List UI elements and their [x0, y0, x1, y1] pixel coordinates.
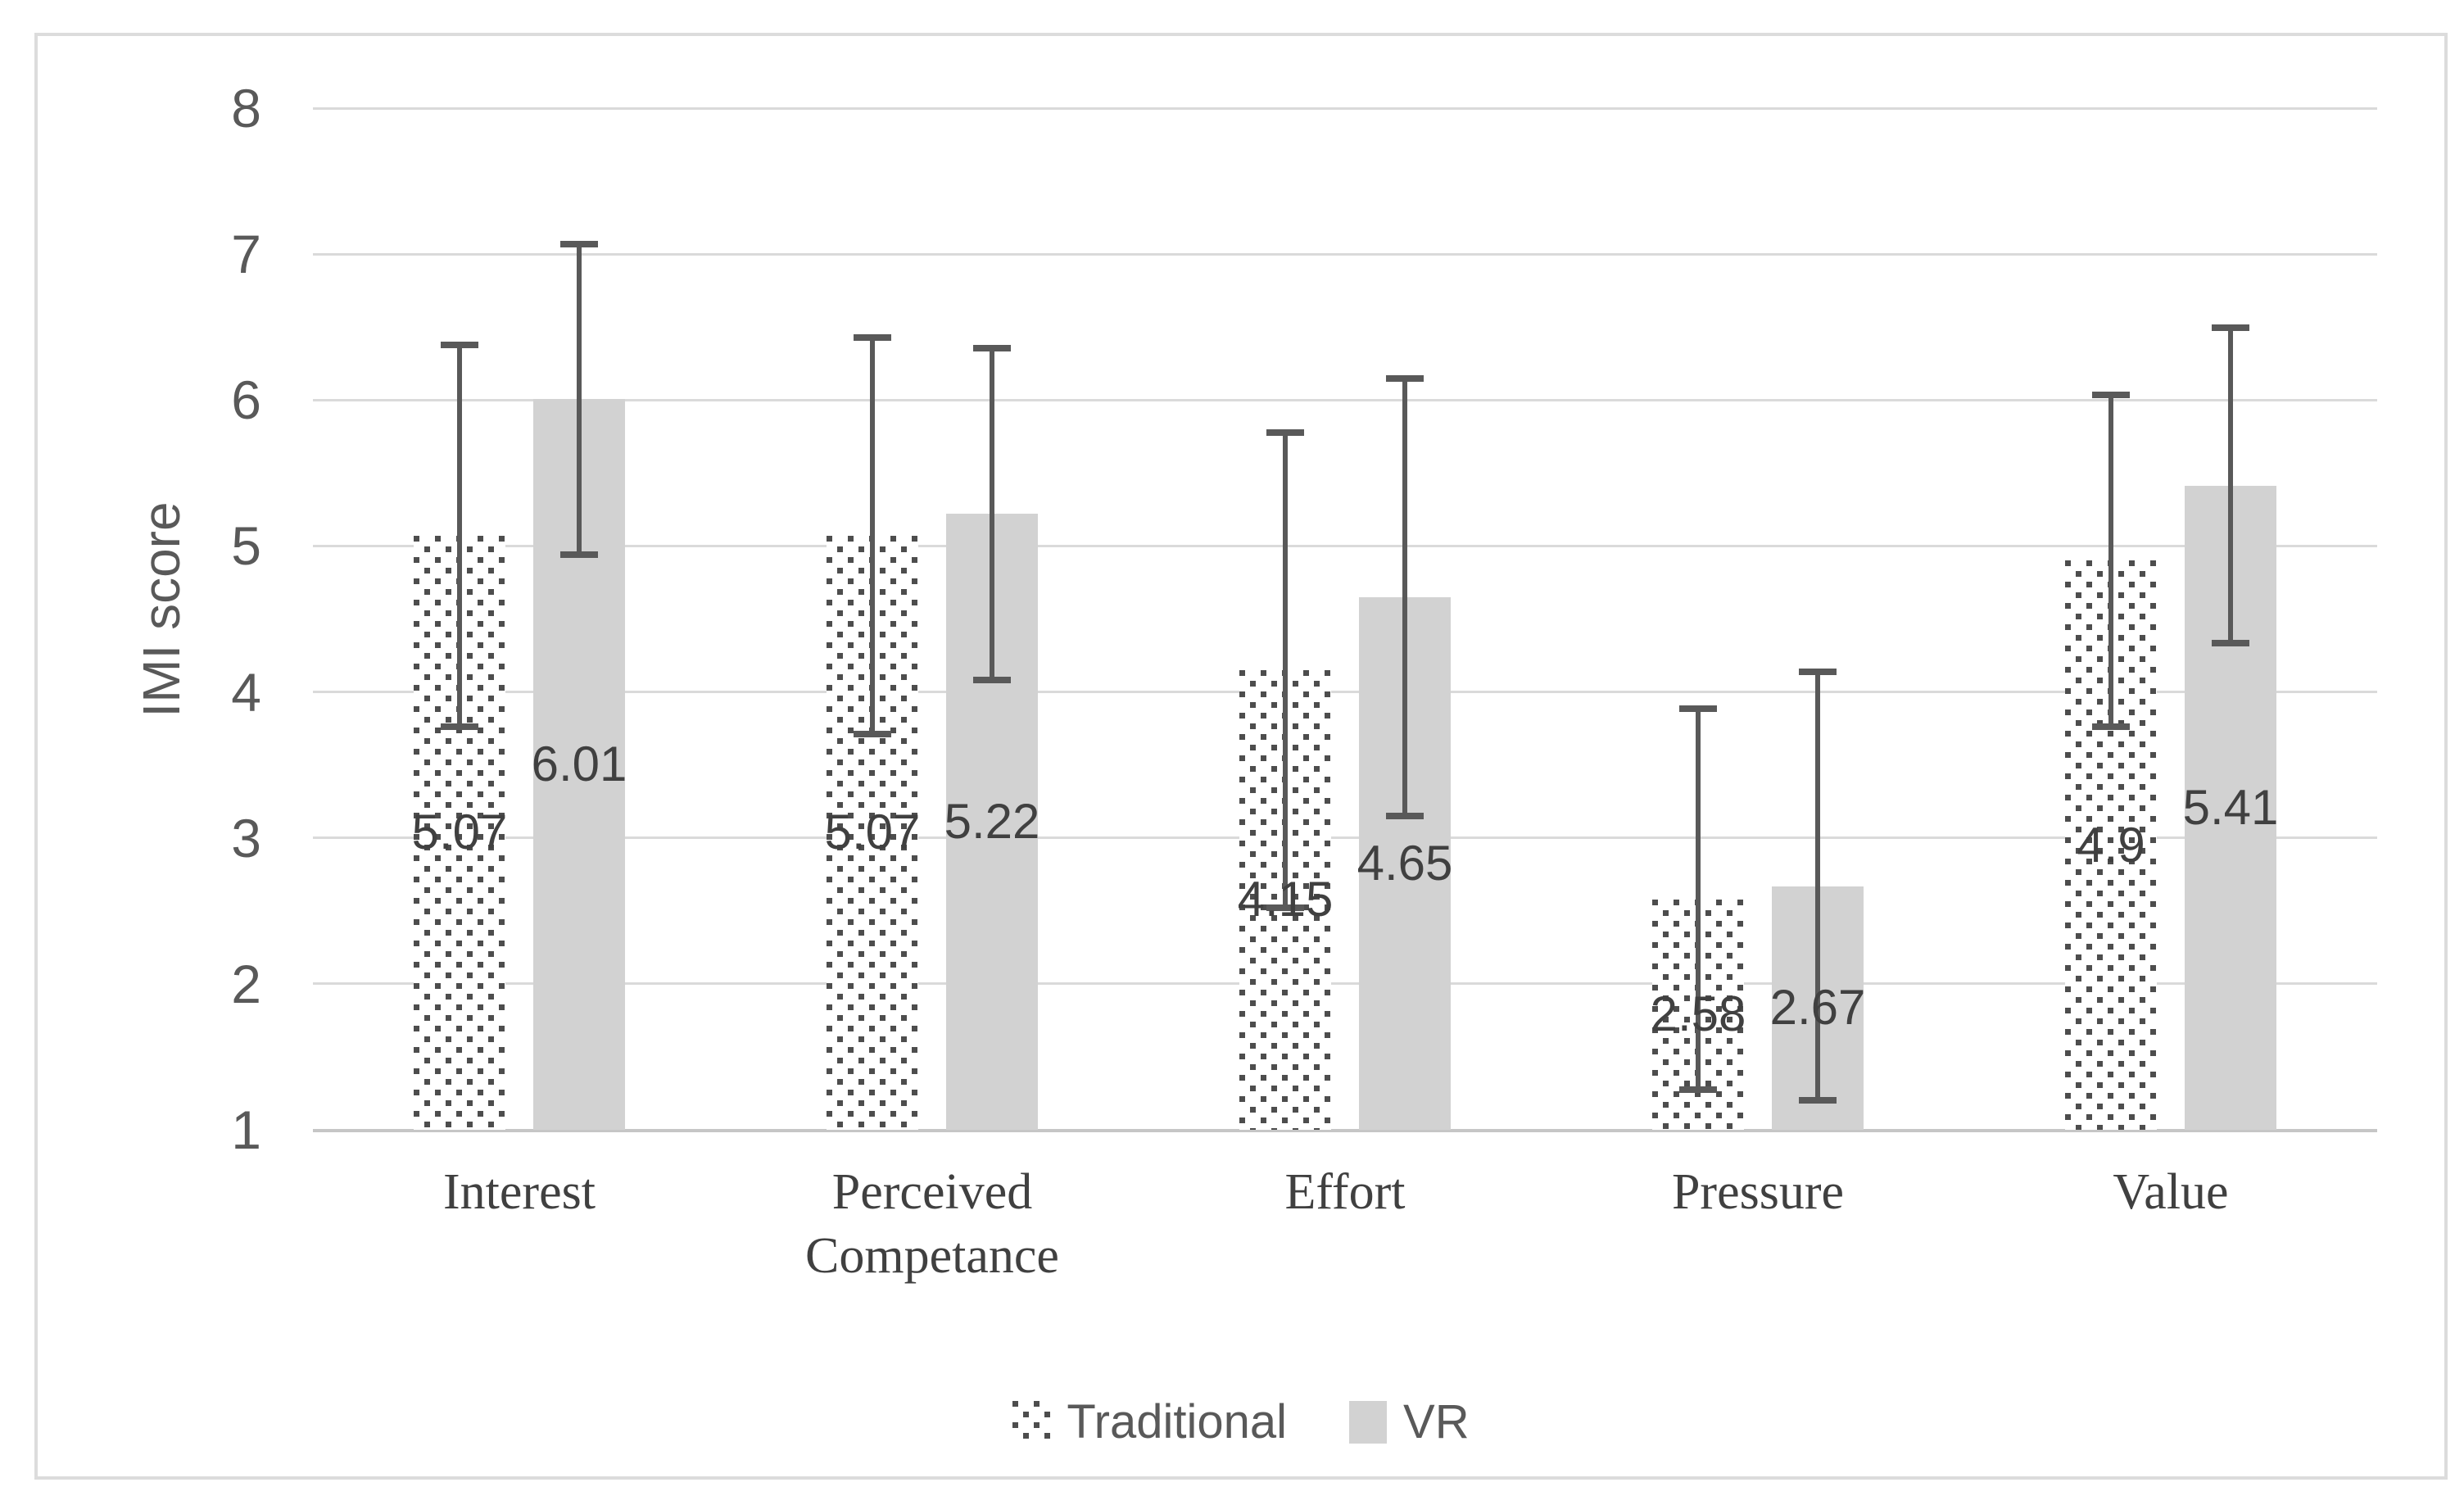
gridline-3	[313, 836, 2377, 840]
y-tick-label-1: 1	[231, 1099, 261, 1160]
stem-traditional-value	[2108, 391, 2113, 730]
gridline-8	[313, 107, 2377, 110]
cap-bottom-traditional-interest	[441, 723, 478, 730]
cap-bottom-vr-value	[2212, 640, 2249, 647]
stem-vr-perceived-competance	[990, 344, 994, 683]
gridline-7	[313, 252, 2377, 256]
gridline-5	[313, 544, 2377, 547]
error-bar-traditional-effort	[1266, 428, 1304, 911]
stem-vr-interest	[577, 241, 582, 558]
stem-vr-effort	[1402, 375, 1407, 819]
data-label-traditional-interest: 5.07	[411, 805, 508, 860]
x-axis-line	[313, 1128, 2377, 1132]
y-tick-label-3: 3	[231, 807, 261, 868]
stem-vr-value	[2228, 324, 2233, 647]
cap-bottom-traditional-pressure	[1679, 1086, 1717, 1094]
legend-item-vr[interactable]: VR	[1349, 1398, 1470, 1447]
cap-bottom-vr-pressure	[1799, 1096, 1837, 1104]
stem-traditional-interest	[457, 342, 462, 730]
y-tick-label-7: 7	[231, 224, 261, 285]
cap-bottom-vr-effort	[1386, 812, 1424, 819]
chart-frame: IMI score Traditional VR 1 2 3 4 5 6 7 8 Interes…	[34, 33, 2448, 1480]
cap-bottom-vr-interest	[560, 551, 598, 558]
error-bar-traditional-interest	[441, 342, 478, 730]
y-axis-title: IMI score	[132, 501, 191, 718]
y-tick-label-2: 2	[231, 953, 261, 1014]
stem-vr-pressure	[1815, 669, 1820, 1104]
data-label-vr-value: 5.41	[2182, 780, 2279, 836]
cap-top-traditional-interest	[441, 342, 478, 349]
legend: Traditional VR	[38, 1398, 2444, 1447]
category-label-interest: Interest	[443, 1164, 596, 1220]
data-label-traditional-value: 4.9	[2077, 817, 2145, 873]
stem-traditional-perceived-competance	[870, 334, 875, 737]
bar-traditional-perceived-competance[interactable]	[827, 535, 918, 1130]
data-label-traditional-effort: 4.15	[1237, 872, 1334, 927]
cap-top-vr-pressure	[1799, 669, 1837, 676]
cap-bottom-traditional-effort	[1266, 904, 1304, 911]
bar-traditional-value[interactable]	[2065, 560, 2157, 1130]
category-label-value: Value	[2113, 1164, 2229, 1220]
error-bar-vr-perceived-competance	[973, 344, 1011, 683]
legend-label-traditional: Traditional	[1067, 1395, 1288, 1448]
data-label-vr-pressure: 2.67	[1769, 980, 1866, 1036]
y-tick-label-5: 5	[231, 515, 261, 577]
data-label-vr-interest: 6.01	[531, 736, 627, 791]
error-bar-traditional-value	[2092, 391, 2130, 730]
category-label-effort: Effort	[1284, 1164, 1406, 1220]
cap-top-traditional-effort	[1266, 428, 1304, 436]
cap-top-vr-perceived-competance	[973, 344, 1011, 351]
cap-bottom-vr-perceived-competance	[973, 676, 1011, 683]
vr-swatch-icon	[1349, 1401, 1388, 1444]
y-tick-label-6: 6	[231, 369, 261, 431]
legend-label-vr: VR	[1403, 1395, 1470, 1448]
gridline-6	[313, 398, 2377, 401]
gridline-4	[313, 691, 2377, 694]
cap-top-traditional-value	[2092, 391, 2130, 398]
cap-top-vr-interest	[560, 241, 598, 248]
stem-traditional-pressure	[1696, 705, 1701, 1094]
error-bar-traditional-pressure	[1679, 705, 1717, 1094]
cap-bottom-traditional-perceived-competance	[854, 730, 891, 737]
legend-item-traditional[interactable]: Traditional	[1012, 1398, 1287, 1447]
error-bar-traditional-perceived-competance	[854, 334, 891, 737]
data-label-vr-effort: 4.65	[1357, 835, 1453, 891]
category-label-pressure: Pressure	[1671, 1164, 1845, 1220]
y-tick-label-8: 8	[231, 78, 261, 138]
error-bar-vr-value	[2212, 324, 2249, 647]
traditional-swatch-icon	[1012, 1401, 1051, 1444]
error-bar-vr-pressure	[1799, 669, 1837, 1104]
data-label-traditional-pressure: 2.58	[1650, 986, 1746, 1042]
error-bar-vr-interest	[560, 241, 598, 558]
category-label-perceived-competance: Perceived Competance	[805, 1164, 1059, 1284]
data-label-traditional-perceived-competance: 5.07	[824, 805, 921, 860]
cap-bottom-traditional-value	[2092, 723, 2130, 730]
cap-top-vr-value	[2212, 324, 2249, 331]
cap-top-traditional-perceived-competance	[854, 334, 891, 342]
gridline-2	[313, 982, 2377, 986]
cap-top-traditional-pressure	[1679, 705, 1717, 712]
y-tick-label-4: 4	[231, 661, 261, 723]
cap-top-vr-effort	[1386, 375, 1424, 382]
error-bar-vr-effort	[1386, 375, 1424, 819]
stem-traditional-effort	[1283, 428, 1288, 911]
data-label-vr-perceived-competance: 5.22	[944, 794, 1040, 850]
